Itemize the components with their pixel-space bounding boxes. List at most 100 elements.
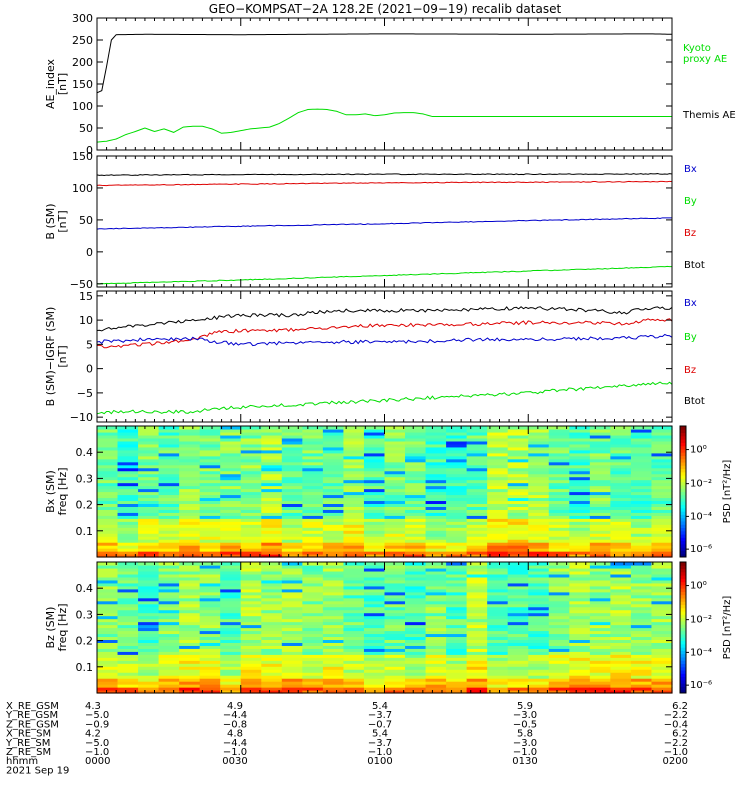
- heatmap-cell: [97, 521, 119, 525]
- heatmap-cell: [548, 573, 570, 578]
- heatmap-cell: [446, 521, 468, 525]
- bsm-series-3: [96, 265, 673, 285]
- colorbar-segment: [680, 530, 686, 535]
- heatmap-cell: [610, 684, 632, 688]
- heatmap-cell: [343, 452, 365, 457]
- heatmap-cell: [240, 564, 262, 569]
- heatmap-cell: [240, 633, 262, 638]
- heatmap-cell: [97, 434, 119, 439]
- heatmap-cell: [589, 455, 611, 460]
- heatmap-cell: [343, 576, 365, 581]
- heatmap-cell: [507, 515, 529, 519]
- heatmap-cell: [651, 467, 673, 472]
- heatmap-cell: [343, 669, 365, 673]
- heatmap-cell: [179, 648, 201, 652]
- heatmap-cell: [405, 579, 427, 584]
- heatmap-cell: [466, 431, 488, 436]
- heatmap-cell: [425, 675, 447, 679]
- heatmap-cell: [446, 539, 468, 543]
- heatmap-cell: [384, 548, 406, 552]
- heatmap-cell: [548, 603, 570, 608]
- heatmap-cell: [158, 554, 180, 558]
- heatmap-cell: [158, 576, 180, 581]
- heatmap-cell: [528, 669, 550, 673]
- heatmap-cell: [363, 470, 386, 475]
- heatmap-cell: [363, 458, 386, 463]
- heatmap-cell: [97, 669, 119, 673]
- heatmap-cell: [240, 669, 262, 673]
- heatmap-cell: [220, 621, 242, 626]
- heatmap-cell: [240, 618, 262, 623]
- heatmap-cell: [548, 542, 570, 546]
- heatmap-cell: [261, 627, 283, 632]
- heatmap-cell: [343, 603, 365, 608]
- heatmap-cell: [446, 579, 468, 584]
- heatmap-cell: [610, 636, 632, 641]
- heatmap-cell: [240, 660, 262, 664]
- heatmap-cell: [199, 570, 221, 575]
- heatmap-cell: [425, 479, 447, 484]
- heatmap-cell: [569, 624, 591, 629]
- heatmap-cell: [302, 648, 324, 652]
- heatmap-cell: [281, 467, 303, 472]
- heatmap-cell: [138, 542, 160, 546]
- heatmap-cell: [487, 548, 509, 552]
- heatmap-cell: [322, 654, 345, 658]
- heatmap-cell: [446, 509, 468, 513]
- heatmap-cell: [384, 624, 406, 629]
- heatmap-cell: [158, 594, 180, 599]
- heatmap-cell: [302, 488, 324, 493]
- heatmap-cell: [589, 536, 611, 540]
- heatmap-cell: [548, 570, 570, 575]
- heatmap-cell: [261, 576, 283, 581]
- heatmap-cell: [117, 588, 139, 593]
- y-axis-label: AE_index: [44, 58, 57, 109]
- heatmap-cell: [220, 591, 242, 596]
- heatmap-cell: [199, 437, 221, 442]
- heatmap-cell: [281, 570, 303, 575]
- heatmap-cell: [630, 497, 653, 502]
- heatmap-cell: [425, 485, 447, 490]
- heatmap-cell: [569, 585, 591, 590]
- heatmap-cell: [405, 642, 427, 646]
- heatmap-cell: [363, 651, 386, 655]
- heatmap-cell: [179, 476, 201, 481]
- heatmap-cell: [138, 606, 160, 611]
- heatmap-cell: [281, 651, 303, 655]
- heatmap-cell: [446, 636, 468, 641]
- heatmap-cell: [302, 476, 324, 481]
- heatmap-cell: [179, 431, 201, 436]
- heatmap-cell: [569, 579, 591, 584]
- heatmap-cell: [589, 633, 611, 638]
- colorbar-segment: [680, 686, 686, 691]
- heatmap-cell: [446, 633, 468, 638]
- bsm-series-0: [96, 173, 673, 177]
- heatmap-cell: [466, 570, 488, 575]
- heatmap-cell: [589, 681, 611, 685]
- heatmap-cell: [343, 606, 365, 611]
- heatmap-cell: [610, 485, 632, 490]
- heatmap-cell: [240, 588, 262, 593]
- heatmap-cell: [343, 527, 365, 531]
- heatmap-cell: [548, 461, 570, 466]
- heatmap-cell: [220, 446, 242, 451]
- heatmap-cell: [199, 473, 221, 478]
- heatmap-cell: [281, 648, 303, 652]
- heatmap-cell: [179, 612, 201, 617]
- heatmap-cell: [97, 530, 119, 534]
- heatmap-cell: [528, 458, 550, 463]
- heatmap-cell: [302, 482, 324, 487]
- heatmap-cell: [363, 585, 386, 590]
- heatmap-cell: [343, 542, 365, 546]
- heatmap-cell: [322, 621, 345, 626]
- heatmap-cell: [507, 485, 529, 490]
- heatmap-cell: [425, 570, 447, 575]
- heatmap-cell: [343, 464, 365, 469]
- y-tick-label: 0.1: [76, 661, 94, 674]
- heatmap-cell: [138, 573, 160, 578]
- heatmap-cell: [302, 515, 324, 519]
- heatmap-cell: [425, 663, 447, 667]
- heatmap-cell: [199, 585, 221, 590]
- heatmap-cell: [240, 585, 262, 590]
